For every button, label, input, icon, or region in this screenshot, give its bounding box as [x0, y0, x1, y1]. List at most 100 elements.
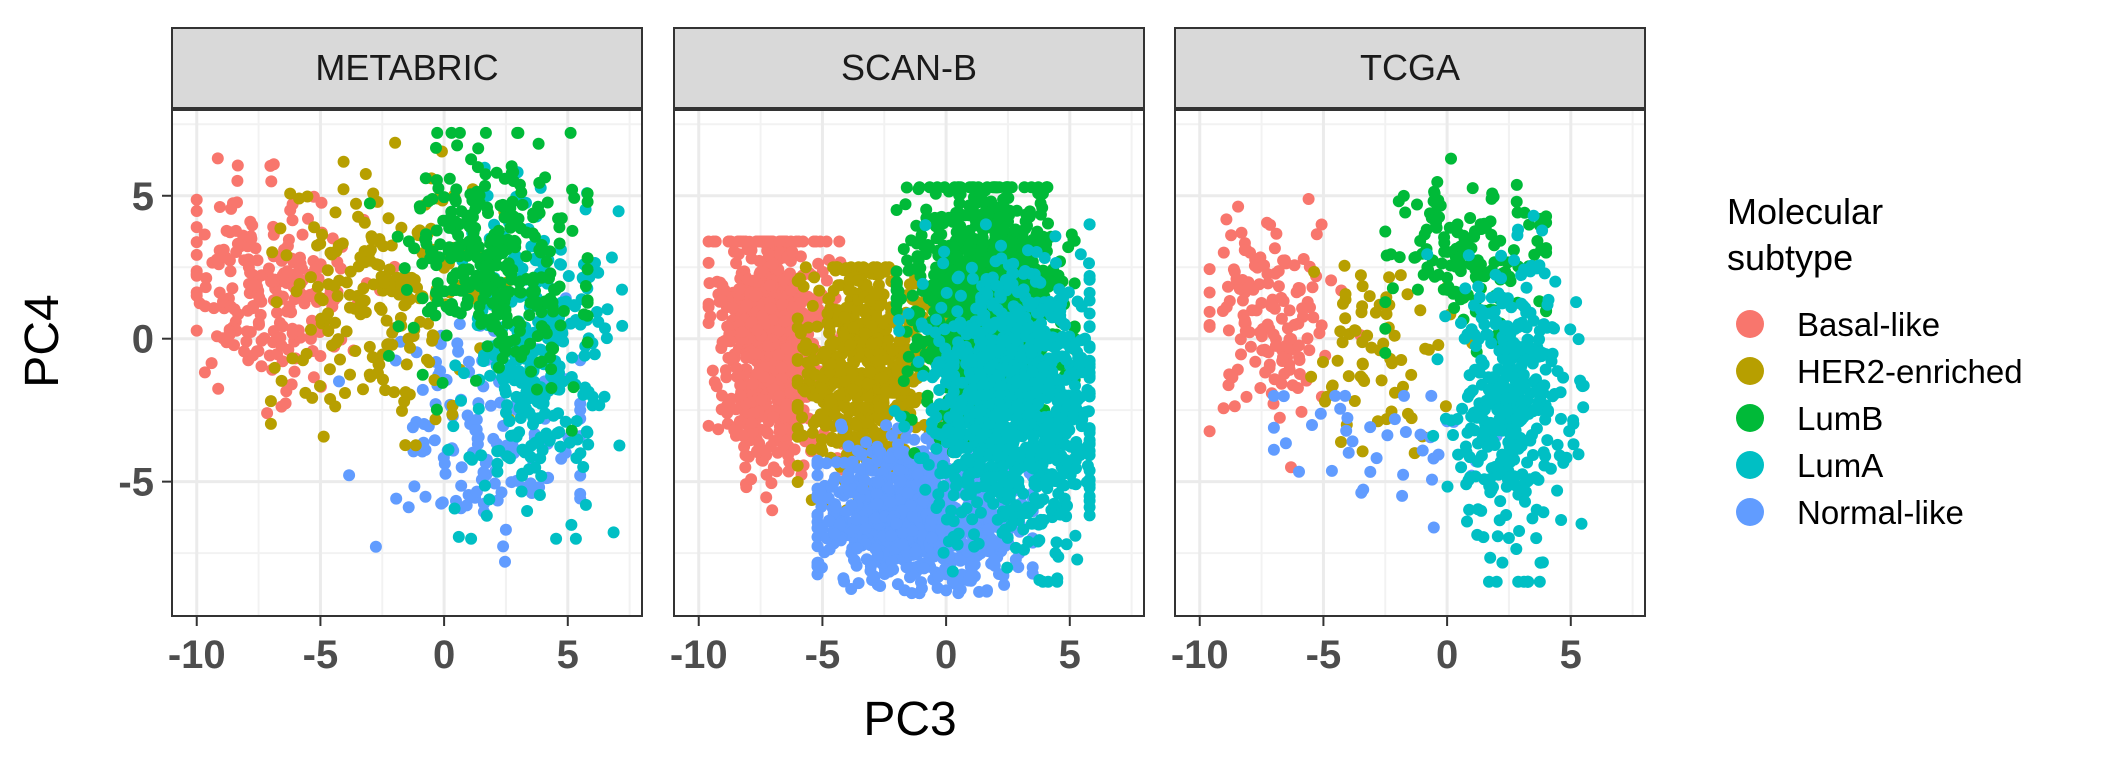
data-point — [857, 401, 870, 414]
data-point — [733, 283, 746, 296]
data-point — [762, 248, 775, 261]
data-point — [582, 438, 595, 451]
data-point — [1083, 270, 1096, 282]
data-point — [431, 277, 444, 290]
data-point — [850, 513, 862, 526]
data-point — [515, 485, 528, 498]
data-point — [302, 212, 314, 225]
data-point — [253, 318, 265, 331]
data-point — [820, 457, 833, 470]
x-tick-label: -5 — [303, 633, 339, 677]
data-point — [452, 530, 465, 543]
points — [702, 181, 1096, 600]
data-point — [856, 482, 869, 495]
data-point — [864, 560, 877, 573]
data-point — [767, 411, 780, 423]
data-point — [764, 302, 777, 315]
data-point — [765, 477, 778, 490]
data-point — [378, 276, 391, 289]
data-point — [579, 280, 592, 292]
data-point — [543, 272, 555, 285]
data-point — [529, 461, 542, 474]
data-point — [334, 353, 346, 366]
data-point — [421, 305, 434, 318]
x-tick-label: 5 — [557, 633, 579, 677]
data-point — [776, 298, 789, 311]
data-point — [710, 380, 723, 393]
data-point — [745, 416, 758, 429]
data-point — [925, 514, 938, 527]
data-point — [285, 378, 298, 391]
data-point — [411, 281, 423, 294]
data-point — [767, 461, 780, 474]
panel-metabric: METABRIC-10 -5 0 5-505 — [118, 27, 643, 677]
data-point — [224, 265, 237, 278]
data-point — [919, 219, 932, 232]
data-point — [274, 331, 287, 344]
data-point — [190, 289, 203, 302]
data-point — [1032, 181, 1045, 194]
data-point — [912, 183, 925, 196]
data-point — [349, 345, 362, 357]
data-point — [498, 382, 511, 395]
data-point — [211, 152, 224, 165]
data-point — [445, 126, 458, 139]
data-point — [400, 283, 413, 296]
data-point — [864, 366, 877, 378]
data-point — [1034, 197, 1047, 210]
data-point — [264, 417, 277, 430]
data-point — [244, 266, 257, 279]
series-basal-like — [190, 152, 401, 420]
data-point — [578, 349, 591, 362]
data-point — [716, 294, 728, 307]
data-point — [811, 509, 824, 522]
data-point — [702, 317, 715, 329]
data-point — [906, 510, 919, 523]
data-point — [514, 318, 527, 331]
data-point — [524, 337, 537, 350]
data-point — [806, 426, 819, 439]
data-point — [430, 141, 442, 154]
data-point — [314, 237, 327, 250]
data-point — [451, 139, 464, 152]
data-point — [503, 452, 516, 465]
data-point — [453, 126, 466, 139]
data-point — [488, 477, 501, 490]
data-point — [423, 356, 436, 369]
data-point — [443, 172, 456, 185]
data-point — [702, 419, 715, 432]
data-point — [520, 250, 533, 263]
data-point — [791, 312, 804, 325]
data-point — [819, 348, 832, 361]
data-point — [422, 195, 435, 208]
data-point — [581, 336, 594, 349]
data-point — [491, 445, 504, 458]
data-point — [766, 504, 779, 517]
data-point — [514, 286, 527, 299]
data-point — [470, 413, 483, 426]
data-point — [464, 188, 477, 201]
data-point — [299, 386, 312, 399]
data-point — [843, 284, 855, 297]
data-point — [498, 288, 511, 301]
data-point — [288, 365, 301, 378]
data-point — [477, 466, 490, 479]
data-point — [383, 263, 396, 276]
data-point — [434, 238, 447, 251]
data-point — [872, 475, 885, 488]
data-point — [296, 228, 309, 241]
data-point — [446, 299, 459, 312]
data-point — [212, 382, 225, 395]
data-point — [746, 425, 759, 438]
data-point — [265, 175, 278, 188]
data-point — [419, 490, 432, 503]
data-point — [764, 235, 777, 248]
data-point — [581, 195, 594, 208]
data-point — [511, 126, 524, 139]
data-point — [502, 257, 515, 270]
data-point — [492, 361, 505, 374]
data-point — [449, 193, 462, 206]
data-point — [553, 426, 566, 439]
data-point — [478, 479, 491, 492]
data-point — [569, 532, 582, 545]
